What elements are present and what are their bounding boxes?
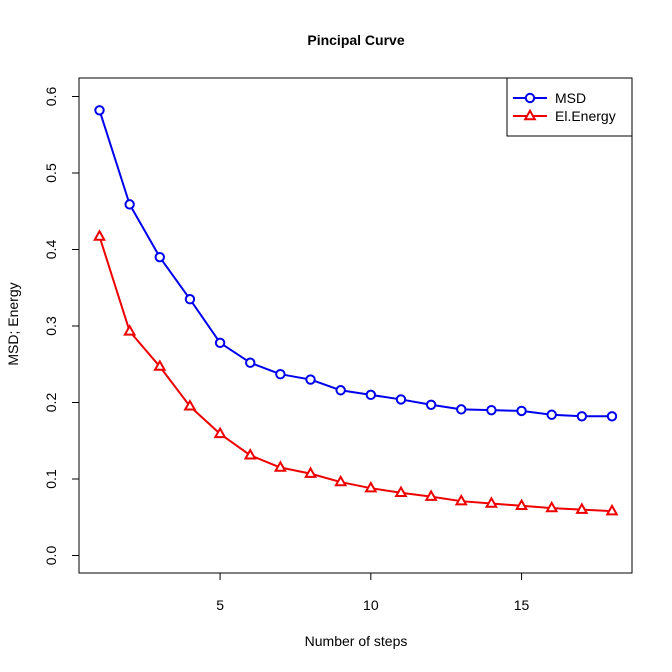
chart-title: Pincipal Curve: [307, 32, 404, 48]
circle-point: [245, 357, 256, 368]
x-tick-label: 10: [363, 597, 379, 613]
circle-point: [606, 411, 618, 422]
legend-circle-marker: [524, 92, 536, 104]
y-tick-label: 0.3: [43, 316, 59, 336]
y-tick-label: 0.4: [43, 240, 59, 260]
triangle-point: [454, 493, 468, 506]
circle-point: [124, 199, 135, 210]
triangle-point: [183, 399, 197, 411]
circle-point: [94, 105, 105, 116]
series-line: [98, 109, 612, 418]
legend-triangle-marker: [523, 108, 537, 121]
axes-layer: 5 10 15 0.0 0.1 0.2 0.3 0.4 0.5 0.6: [43, 87, 530, 613]
triangle-point: [243, 448, 257, 460]
legend: MSD El.Energy: [506, 77, 633, 137]
circle-point: [184, 294, 196, 305]
circle-point: [154, 251, 165, 263]
x-tick-label: 5: [216, 597, 224, 613]
series-layer: [92, 105, 619, 516]
circle-point: [395, 394, 407, 405]
circle-point: [335, 385, 346, 396]
y-axis-label: MSD; Energy: [5, 282, 21, 365]
series-line: [98, 236, 613, 513]
triangle-point: [92, 229, 107, 241]
circle-point: [275, 368, 286, 380]
triangle-point: [213, 426, 227, 439]
triangle-point: [153, 359, 167, 371]
triangle-point: [304, 466, 318, 478]
plot-frame: [78, 77, 633, 574]
triangle-point: [545, 500, 559, 513]
circle-point: [546, 409, 557, 420]
circle-point: [425, 399, 437, 410]
legend-label: MSD: [555, 90, 586, 106]
triangle-point: [364, 480, 378, 493]
triangle-point: [394, 485, 408, 497]
y-tick-label: 0.2: [43, 393, 59, 413]
circle-point: [214, 337, 226, 349]
circle-point: [576, 411, 588, 422]
triangle-point: [424, 489, 438, 501]
circle-point: [516, 405, 527, 417]
triangle-point: [515, 498, 529, 510]
triangle-point: [605, 503, 619, 516]
circle-point: [456, 404, 467, 415]
triangle-point: [484, 496, 498, 508]
x-axis-label: Number of steps: [305, 633, 408, 649]
triangle-point: [123, 324, 137, 336]
triangle-point: [273, 460, 287, 472]
triangle-point: [575, 502, 589, 514]
circle-point: [365, 389, 377, 401]
legend-box: [506, 77, 633, 137]
triangle-point: [334, 474, 348, 487]
circle-point: [305, 374, 316, 385]
x-tick-label: 15: [514, 597, 530, 613]
circle-point: [486, 404, 497, 416]
y-tick-label: 0.6: [43, 87, 59, 107]
legend-label: El.Energy: [555, 108, 616, 124]
y-tick-label: 0.1: [43, 469, 59, 489]
y-tick-label: 0.0: [43, 546, 59, 566]
y-tick-label: 0.5: [43, 163, 59, 183]
